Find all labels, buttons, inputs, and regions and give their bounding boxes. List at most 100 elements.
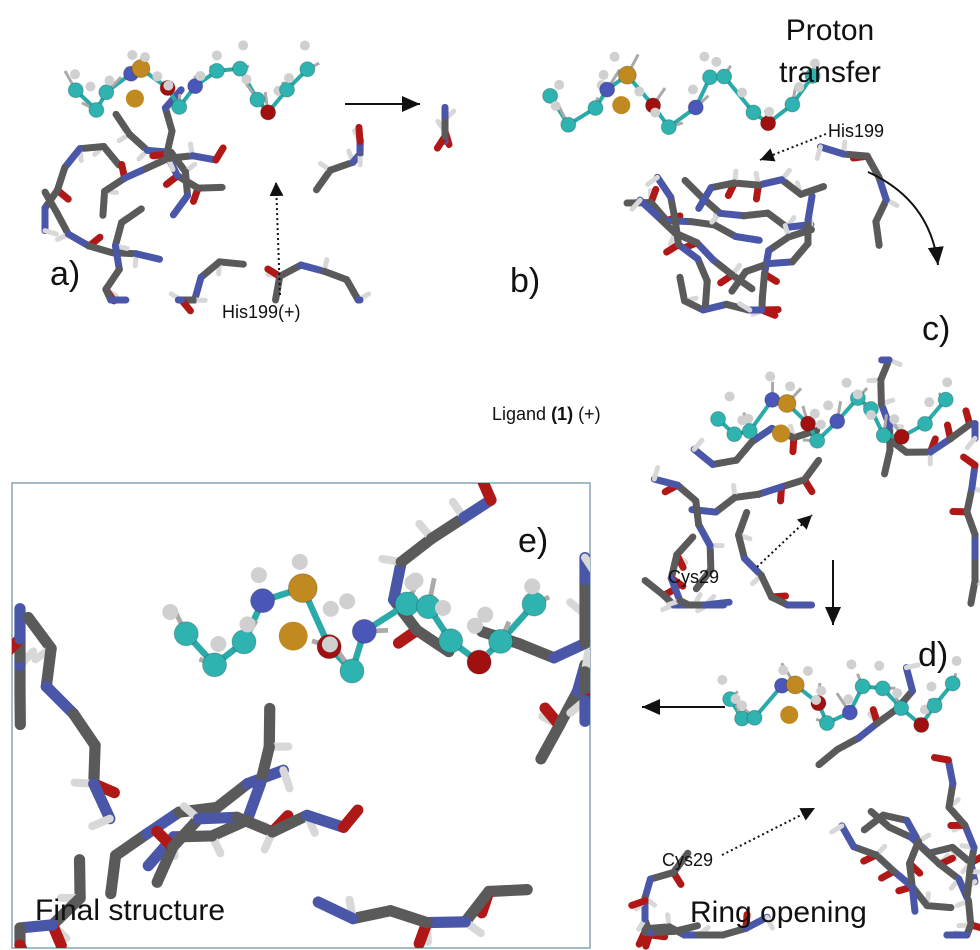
h-atom <box>251 567 267 583</box>
bond <box>650 872 673 879</box>
bond <box>173 196 187 215</box>
atom <box>89 103 104 118</box>
h-bond <box>906 665 918 668</box>
text: (1) <box>551 404 573 424</box>
h-atom <box>104 76 114 86</box>
bond <box>122 209 142 223</box>
h-bond <box>967 438 975 447</box>
h-atom <box>816 686 826 696</box>
atom <box>938 392 953 407</box>
bond <box>199 817 237 819</box>
h-bond <box>654 468 657 480</box>
bond <box>967 512 975 535</box>
bond <box>967 871 969 895</box>
atom <box>894 701 909 716</box>
h-atom <box>477 607 493 623</box>
atom <box>489 629 513 653</box>
bond <box>675 221 678 245</box>
atom <box>172 100 187 115</box>
bond <box>650 931 674 932</box>
bond <box>192 156 216 160</box>
bond <box>705 602 729 605</box>
h-atom <box>524 578 540 594</box>
bond <box>804 460 818 479</box>
bond <box>972 465 975 488</box>
bond <box>949 784 953 808</box>
h-atom <box>210 636 226 652</box>
panel-label: d) <box>918 636 948 674</box>
atom <box>785 97 800 112</box>
atom <box>68 83 83 98</box>
h-atom <box>765 371 775 381</box>
atom <box>588 100 603 115</box>
atom <box>746 105 761 120</box>
bond <box>165 108 172 131</box>
bond <box>723 928 746 935</box>
atom <box>203 653 227 677</box>
h-atom <box>924 397 934 407</box>
bond <box>854 847 877 855</box>
bond <box>969 901 971 925</box>
atom <box>279 82 294 97</box>
h-atom <box>699 52 709 62</box>
atom <box>727 427 742 442</box>
h-atom <box>952 656 962 666</box>
atom <box>778 394 796 412</box>
bond <box>324 271 346 279</box>
bond <box>842 826 854 847</box>
h-atom <box>292 554 308 570</box>
bond <box>46 648 51 686</box>
h-atom <box>634 87 644 97</box>
bond <box>80 860 81 898</box>
atom <box>261 105 276 120</box>
atom <box>600 82 615 97</box>
bond <box>80 147 104 149</box>
bond <box>885 450 890 473</box>
atom <box>352 619 376 643</box>
bond <box>699 525 711 546</box>
h-atom <box>816 420 826 430</box>
bond <box>859 723 878 738</box>
atom <box>918 416 933 431</box>
atom <box>661 120 676 135</box>
bond <box>761 575 771 597</box>
bond <box>115 246 119 270</box>
bond <box>136 254 159 259</box>
h-bond <box>694 440 702 449</box>
sulfur <box>279 622 308 651</box>
bond <box>353 911 391 919</box>
h-atom <box>323 601 339 617</box>
atom <box>232 630 256 654</box>
annotation: His199 <box>828 121 884 141</box>
bond <box>698 259 707 281</box>
bond <box>68 234 89 246</box>
bond <box>736 236 760 240</box>
bond <box>195 277 201 300</box>
atom <box>467 650 491 674</box>
bond <box>769 237 789 250</box>
h-atom <box>238 40 248 50</box>
h-atom <box>610 52 620 62</box>
bond <box>940 864 959 879</box>
o-bond <box>964 457 975 465</box>
h-atom <box>942 377 952 387</box>
caption: Final structure <box>35 894 225 927</box>
bond <box>671 197 675 221</box>
bond <box>762 274 764 298</box>
panel-label: c) <box>922 310 950 348</box>
h-atom <box>85 82 95 92</box>
bond <box>744 558 761 575</box>
bond <box>103 191 105 215</box>
atom <box>439 629 463 653</box>
bond <box>819 749 838 764</box>
h-atom <box>688 85 698 95</box>
bond <box>792 244 808 262</box>
atom <box>855 679 870 694</box>
bond <box>948 760 953 784</box>
h-atom <box>717 675 727 685</box>
text: (+) <box>573 404 601 424</box>
h-bond <box>648 177 658 184</box>
atom <box>717 69 732 84</box>
h-atom <box>650 108 660 118</box>
atom <box>842 705 857 720</box>
